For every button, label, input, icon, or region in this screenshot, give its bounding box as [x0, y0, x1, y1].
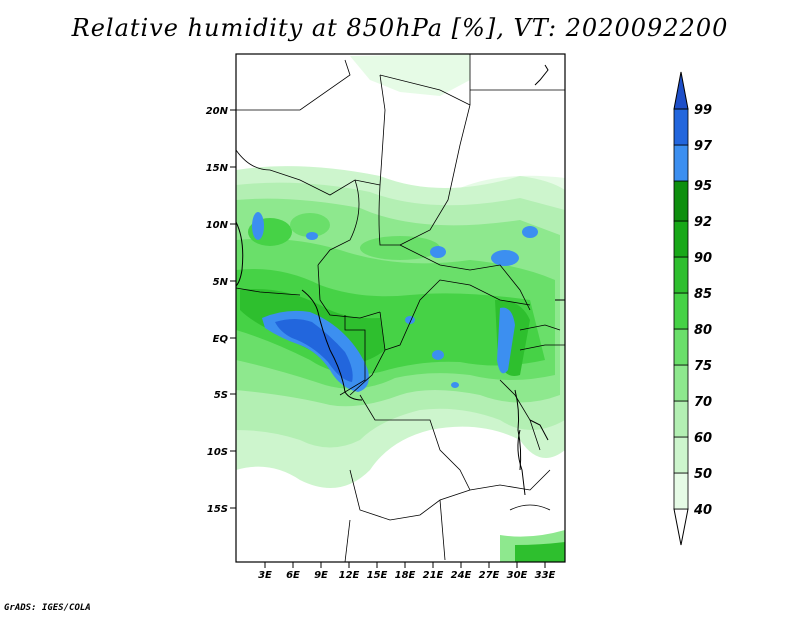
- colorbar-label: 70: [694, 395, 712, 410]
- longitude-axis: 3E 6E 9E 12E 15E 18E 21E 24E 27E 30E 33E: [258, 562, 556, 581]
- colorbar-label: 90: [694, 251, 712, 266]
- lon-label-6e: 6E: [286, 570, 300, 581]
- colorbar-segment: [673, 108, 689, 146]
- lat-label-20n: 20N: [206, 106, 229, 117]
- country-borders: [236, 54, 565, 562]
- colorbar: 40 50 60 70 75 80 85 90 92 95 97 99: [673, 71, 713, 546]
- colorbar-label: 99: [694, 103, 712, 118]
- colorbar-label: 80: [694, 323, 712, 338]
- lon-label-3e: 3E: [258, 570, 272, 581]
- lat-label-5s: 5S: [214, 390, 228, 401]
- colorbar-segment: [673, 472, 689, 510]
- colorbar-label: 75: [694, 359, 712, 374]
- latitude-axis: 20N 15N 10N 5N EQ 5S 10S 15S: [206, 106, 236, 515]
- lon-label-9e: 9E: [314, 570, 328, 581]
- colorbar-segment: [673, 364, 689, 402]
- colorbar-segment: [673, 180, 689, 222]
- lat-label-10n: 10N: [206, 220, 229, 231]
- lon-label-15e: 15E: [367, 570, 388, 581]
- colorbar-label: 50: [694, 467, 712, 482]
- colorbar-label: 85: [694, 287, 712, 302]
- map-frame: [235, 53, 566, 563]
- lat-label-eq: EQ: [213, 334, 229, 345]
- grads-credit: GrADS: IGES/COLA: [4, 603, 91, 613]
- lat-label-10s: 10S: [207, 447, 228, 458]
- colorbar-segment: [673, 328, 689, 366]
- colorbar-label: 92: [694, 215, 712, 230]
- humidity-field: [236, 54, 565, 562]
- lon-label-27e: 27E: [479, 570, 500, 581]
- lon-label-33e: 33E: [535, 570, 556, 581]
- coastlines: [235, 64, 565, 496]
- colorbar-segment: [673, 400, 689, 438]
- colorbar-label: 95: [694, 179, 712, 194]
- lat-label-15n: 15N: [206, 163, 229, 174]
- lat-label-15s: 15S: [207, 504, 228, 515]
- colorbar-segment: [673, 436, 689, 474]
- colorbar-label: 40: [693, 503, 712, 518]
- colorbar-bottom-arrow: [673, 508, 689, 546]
- colorbar-segment: [673, 144, 689, 182]
- lon-label-30e: 30E: [507, 570, 528, 581]
- colorbar-label: 97: [694, 139, 713, 154]
- lon-label-24e: 24E: [451, 570, 472, 581]
- colorbar-label: 60: [694, 431, 712, 446]
- lat-label-5n: 5N: [213, 277, 229, 288]
- colorbar-segment: [673, 292, 689, 330]
- lon-label-18e: 18E: [395, 570, 416, 581]
- lon-label-12e: 12E: [339, 570, 360, 581]
- colorbar-segment: [673, 256, 689, 294]
- lon-label-21e: 21E: [423, 570, 444, 581]
- chart-title: Relative humidity at 850hPa [%], VT: 202…: [71, 14, 729, 42]
- colorbar-top-arrow: [673, 71, 689, 110]
- colorbar-segment: [673, 220, 689, 258]
